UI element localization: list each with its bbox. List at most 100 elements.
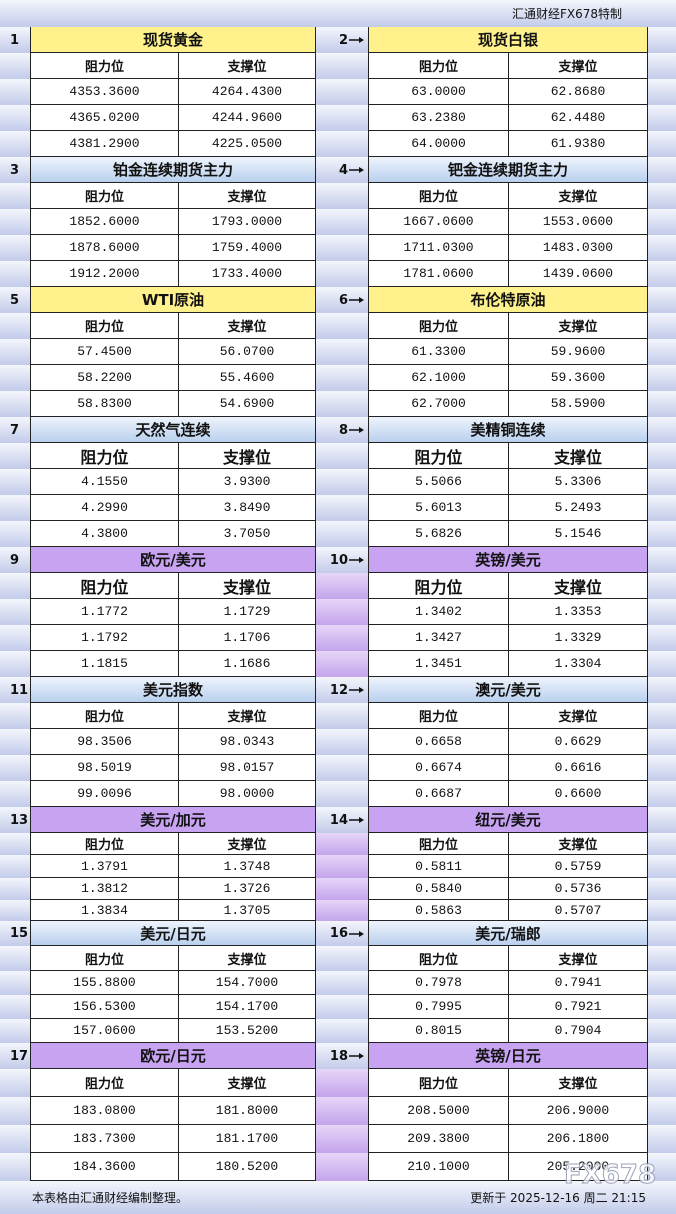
resistance-value: 209.3800 [368,1125,509,1153]
support-value: 98.0343 [179,729,316,755]
block-title: 欧元/日元 [30,1043,316,1069]
block-number: 7 [10,422,20,438]
row-stripe [648,703,676,729]
resistance-value: 98.5019 [30,755,179,781]
arrow-icon [348,807,366,833]
support-value: 3.9300 [179,469,316,495]
row-stripe [648,921,676,946]
resistance-value: 58.2200 [30,365,179,391]
row-stripe [316,946,368,971]
support-value: 1733.4000 [179,261,316,287]
row-stripe [316,313,368,339]
row-stripe [0,878,30,900]
row-stripe [0,287,30,313]
support-value: 1483.0300 [509,235,648,261]
row-stripe [648,900,676,921]
row-stripe [648,53,676,79]
row-stripe [0,495,30,521]
row-stripe [316,339,368,365]
resistance-value: 5.6013 [368,495,509,521]
block-title: 天然气连续 [30,417,316,443]
support-value: 154.7000 [179,971,316,995]
row-stripe [648,833,676,855]
row-stripe [0,417,30,443]
column-header: 阻力位 [368,703,509,729]
resistance-value: 1.1792 [30,625,179,651]
support-value: 206.1800 [509,1125,648,1153]
row-stripe [648,443,676,469]
resistance-value: 210.1000 [368,1153,509,1181]
block-title: 英镑/美元 [368,547,648,573]
row-stripe [648,391,676,417]
resistance-value: 0.6658 [368,729,509,755]
row-stripe [648,1097,676,1125]
arrow-icon [348,157,366,183]
support-value: 3.8490 [179,495,316,521]
block-title: 纽元/美元 [368,807,648,833]
row-stripe [316,703,368,729]
row-stripe [648,287,676,313]
resistance-value: 4.1550 [30,469,179,495]
row-stripe [316,131,368,157]
row-stripe [648,651,676,677]
row-stripe [0,995,30,1019]
support-value: 0.5736 [509,878,648,900]
row-stripe [0,131,30,157]
row-stripe [0,703,30,729]
support-value: 3.7050 [179,521,316,547]
row-stripe [0,1069,30,1097]
resistance-value: 1852.6000 [30,209,179,235]
arrow-icon [348,287,366,313]
block-title: 美元指数 [30,677,316,703]
row-stripe [316,235,368,261]
resistance-value: 156.5300 [30,995,179,1019]
resistance-value: 1667.0600 [368,209,509,235]
row-stripe [0,105,30,131]
row-stripe [648,131,676,157]
row-stripe [0,729,30,755]
resistance-value: 184.3600 [30,1153,179,1181]
support-value: 0.6629 [509,729,648,755]
support-value: 206.9000 [509,1097,648,1125]
arrow-icon [348,417,366,443]
support-value: 61.9380 [509,131,648,157]
block-title: 铂金连续期货主力 [30,157,316,183]
row-stripe [0,1125,30,1153]
support-value: 205.2000 [509,1153,648,1181]
row-stripe [648,855,676,878]
resistance-value: 63.0000 [368,79,509,105]
row-stripe [316,183,368,209]
row-stripe [648,79,676,105]
resistance-value: 0.5863 [368,900,509,921]
resistance-value: 1.3402 [368,599,509,625]
row-stripe [648,157,676,183]
column-header: 支撑位 [509,946,648,971]
block-title: WTI原油 [30,287,316,313]
support-value: 1.1729 [179,599,316,625]
column-header: 阻力位 [30,183,179,209]
row-stripe [0,209,30,235]
row-stripe [0,781,30,807]
row-stripe [316,79,368,105]
footer-updated: 更新于 2025-12-16 周二 21:15 [470,1191,646,1205]
row-stripe [648,469,676,495]
support-value: 0.7921 [509,995,648,1019]
arrow [349,167,364,173]
row-stripe [0,599,30,625]
column-header: 阻力位 [30,313,179,339]
support-value: 0.6600 [509,781,648,807]
support-value: 5.3306 [509,469,648,495]
block-number: 10 [329,552,348,568]
support-value: 98.0157 [179,755,316,781]
column-header: 支撑位 [179,443,316,469]
support-value: 181.1700 [179,1125,316,1153]
block-title: 澳元/美元 [368,677,648,703]
row-stripe [0,900,30,921]
row-stripe [316,599,368,625]
resistance-value: 157.0600 [30,1019,179,1043]
row-stripe [0,183,30,209]
block-title: 美元/加元 [30,807,316,833]
row-stripe [648,105,676,131]
row-stripe [0,391,30,417]
support-value: 59.3600 [509,365,648,391]
